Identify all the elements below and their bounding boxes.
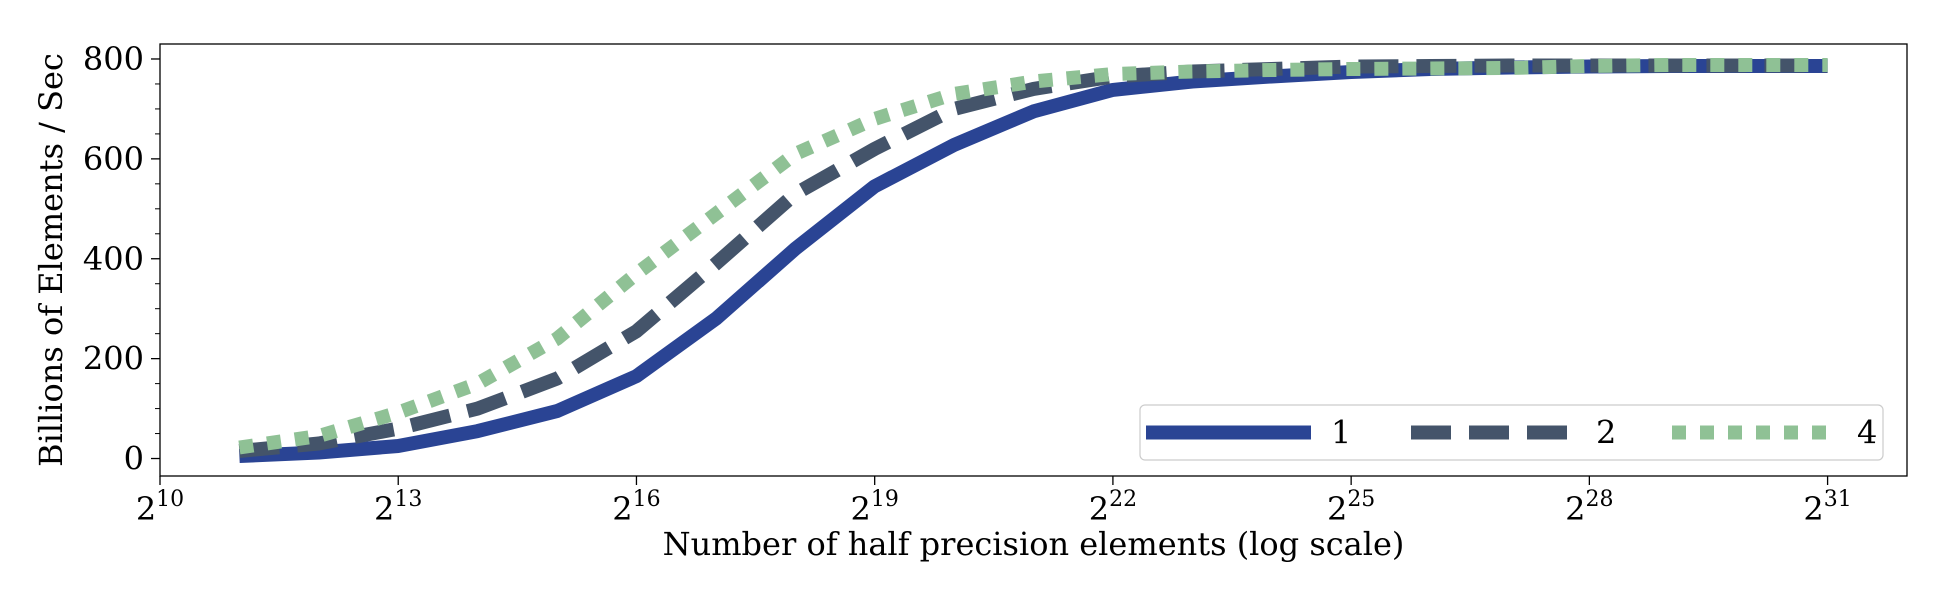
legend-label-1: 1	[1331, 414, 1351, 452]
x-tick-label-10: 210	[136, 487, 184, 528]
x-tick-label-25: 225	[1327, 487, 1375, 528]
series-line-2	[238, 58, 1828, 458]
plot-frame	[159, 43, 1908, 477]
x-tick-label-19: 219	[851, 487, 899, 528]
y-axis-title: Billions of Elements / Sec	[32, 53, 70, 467]
legend-label-2: 2	[1596, 414, 1616, 452]
legend-label-4: 4	[1857, 414, 1877, 452]
x-tick-label-28: 228	[1565, 487, 1613, 528]
legend: 1 2 4	[1139, 404, 1884, 461]
x-tick-label-16: 216	[612, 487, 660, 528]
x-axis-title: Number of half precision elements (log s…	[663, 525, 1405, 563]
x-tick-label-13: 213	[374, 487, 422, 528]
axes: 0 200 400 600 800 210 213 216 219 222 225 228 231 Num…	[32, 40, 1908, 563]
y-tick-label-0: 0	[124, 440, 144, 478]
legend-box	[1139, 404, 1884, 461]
y-tick-label-400: 400	[83, 240, 144, 278]
x-tick-label-31: 231	[1803, 487, 1851, 528]
y-tick-label-600: 600	[83, 140, 144, 178]
y-tick-label-800: 800	[83, 40, 144, 78]
plot-area	[238, 58, 1828, 463]
y-tick-label-200: 200	[83, 340, 144, 378]
x-tick-label-22: 222	[1089, 487, 1137, 528]
